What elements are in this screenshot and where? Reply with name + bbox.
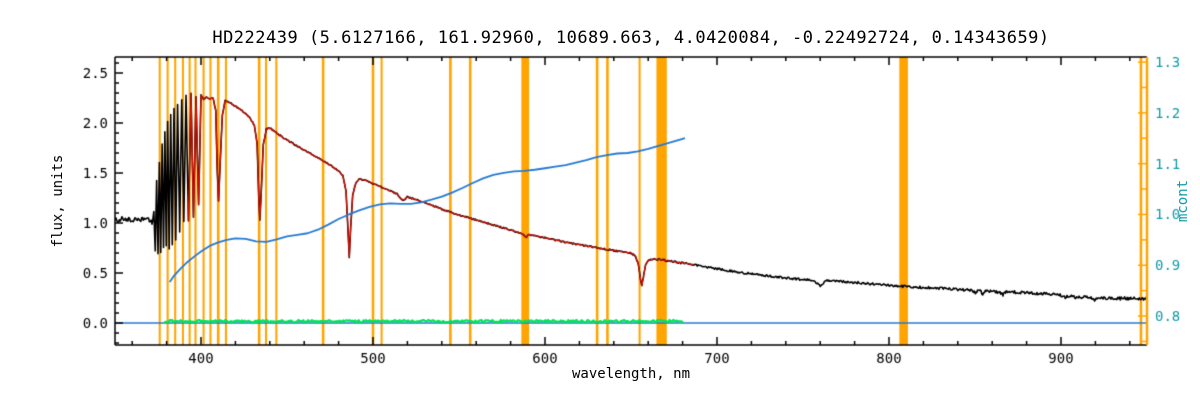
chart-title: HD222439 (5.6127166, 161.92960, 10689.66… [212, 28, 1050, 48]
y-axis-label-mcont: mcont [1175, 179, 1191, 223]
y-axis-label-flux: flux, units [50, 154, 66, 248]
x-axis-label: wavelength, nm [571, 366, 691, 382]
